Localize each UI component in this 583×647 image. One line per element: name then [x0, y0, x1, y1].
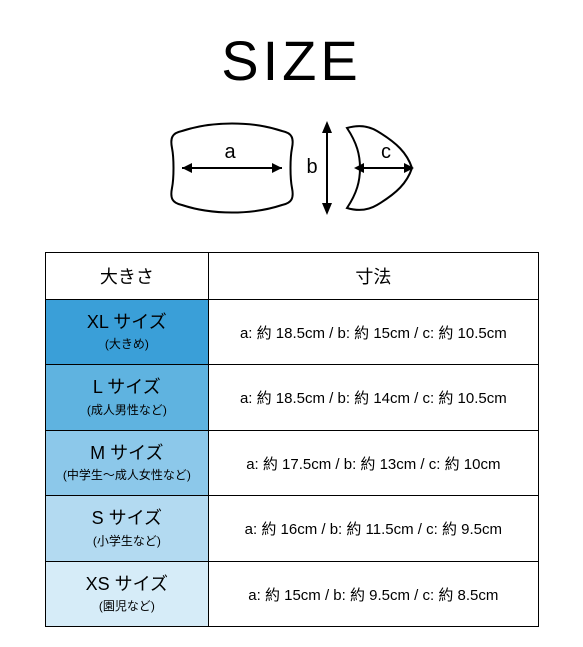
size-name: XS サイズ	[50, 572, 205, 596]
size-sub: (中学生～成人女性など)	[50, 467, 205, 483]
header-dimensions: 寸法	[209, 253, 538, 300]
size-cell: S サイズ (小学生など)	[45, 496, 209, 561]
table-header-row: 大きさ 寸法	[45, 253, 538, 300]
size-sub: (小学生など)	[50, 533, 205, 549]
dimension-cell: a: 約 18.5cm / b: 約 15cm / c: 約 10.5cm	[209, 300, 538, 365]
size-name: XL サイズ	[50, 310, 205, 334]
label-b: b	[306, 156, 317, 178]
page-title: SIZE	[221, 28, 361, 93]
table-row: XS サイズ (園児など)a: 約 15cm / b: 約 9.5cm / c: …	[45, 561, 538, 626]
size-sub: (園児など)	[50, 598, 205, 614]
table-row: S サイズ (小学生など)a: 約 16cm / b: 約 11.5cm / c:…	[45, 496, 538, 561]
header-size: 大きさ	[45, 253, 209, 300]
size-name: S サイズ	[50, 506, 205, 530]
dimension-cell: a: 約 16cm / b: 約 11.5cm / c: 約 9.5cm	[209, 496, 538, 561]
size-name: M サイズ	[50, 441, 205, 465]
mask-diagram: a b c	[142, 103, 442, 228]
dimension-cell: a: 約 17.5cm / b: 約 13cm / c: 約 10cm	[209, 430, 538, 495]
size-sub: (成人男性など)	[50, 402, 205, 418]
size-cell: XS サイズ (園児など)	[45, 561, 209, 626]
table-row: XL サイズ (大きめ)a: 約 18.5cm / b: 約 15cm / c: …	[45, 300, 538, 365]
dimension-cell: a: 約 15cm / b: 約 9.5cm / c: 約 8.5cm	[209, 561, 538, 626]
arrow-b-head-up	[322, 121, 332, 133]
arrow-c-head-right	[404, 163, 414, 173]
arrow-a-head-right	[272, 163, 282, 173]
table-row: M サイズ (中学生～成人女性など)a: 約 17.5cm / b: 約 13cm…	[45, 430, 538, 495]
size-table: 大きさ 寸法 XL サイズ (大きめ)a: 約 18.5cm / b: 約 15c…	[45, 252, 539, 627]
size-cell: XL サイズ (大きめ)	[45, 300, 209, 365]
size-cell: M サイズ (中学生～成人女性など)	[45, 430, 209, 495]
dimension-cell: a: 約 18.5cm / b: 約 14cm / c: 約 10.5cm	[209, 365, 538, 430]
size-name: L サイズ	[50, 375, 205, 399]
table-row: L サイズ (成人男性など)a: 約 18.5cm / b: 約 14cm / c…	[45, 365, 538, 430]
label-a: a	[224, 141, 236, 163]
arrow-b-head-down	[322, 203, 332, 215]
arrow-a-head-left	[182, 163, 192, 173]
size-cell: L サイズ (成人男性など)	[45, 365, 209, 430]
size-sub: (大きめ)	[50, 336, 205, 352]
label-c: c	[381, 141, 391, 163]
